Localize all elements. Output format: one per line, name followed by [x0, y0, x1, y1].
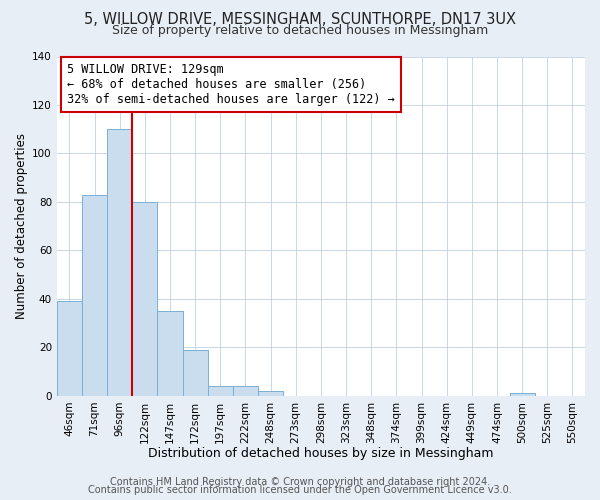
Bar — [107, 129, 132, 396]
Text: 5 WILLOW DRIVE: 129sqm
← 68% of detached houses are smaller (256)
32% of semi-de: 5 WILLOW DRIVE: 129sqm ← 68% of detached… — [67, 64, 395, 106]
Text: Contains public sector information licensed under the Open Government Licence v3: Contains public sector information licen… — [88, 485, 512, 495]
Bar — [208, 386, 233, 396]
Bar — [57, 302, 82, 396]
Bar — [258, 391, 283, 396]
Bar — [82, 194, 107, 396]
Text: Contains HM Land Registry data © Crown copyright and database right 2024.: Contains HM Land Registry data © Crown c… — [110, 477, 490, 487]
Text: 5, WILLOW DRIVE, MESSINGHAM, SCUNTHORPE, DN17 3UX: 5, WILLOW DRIVE, MESSINGHAM, SCUNTHORPE,… — [84, 12, 516, 28]
Y-axis label: Number of detached properties: Number of detached properties — [15, 133, 28, 319]
X-axis label: Distribution of detached houses by size in Messingham: Distribution of detached houses by size … — [148, 447, 494, 460]
Bar — [182, 350, 208, 396]
Text: Size of property relative to detached houses in Messingham: Size of property relative to detached ho… — [112, 24, 488, 37]
Bar — [233, 386, 258, 396]
Bar — [132, 202, 157, 396]
Bar — [157, 311, 182, 396]
Bar — [509, 394, 535, 396]
